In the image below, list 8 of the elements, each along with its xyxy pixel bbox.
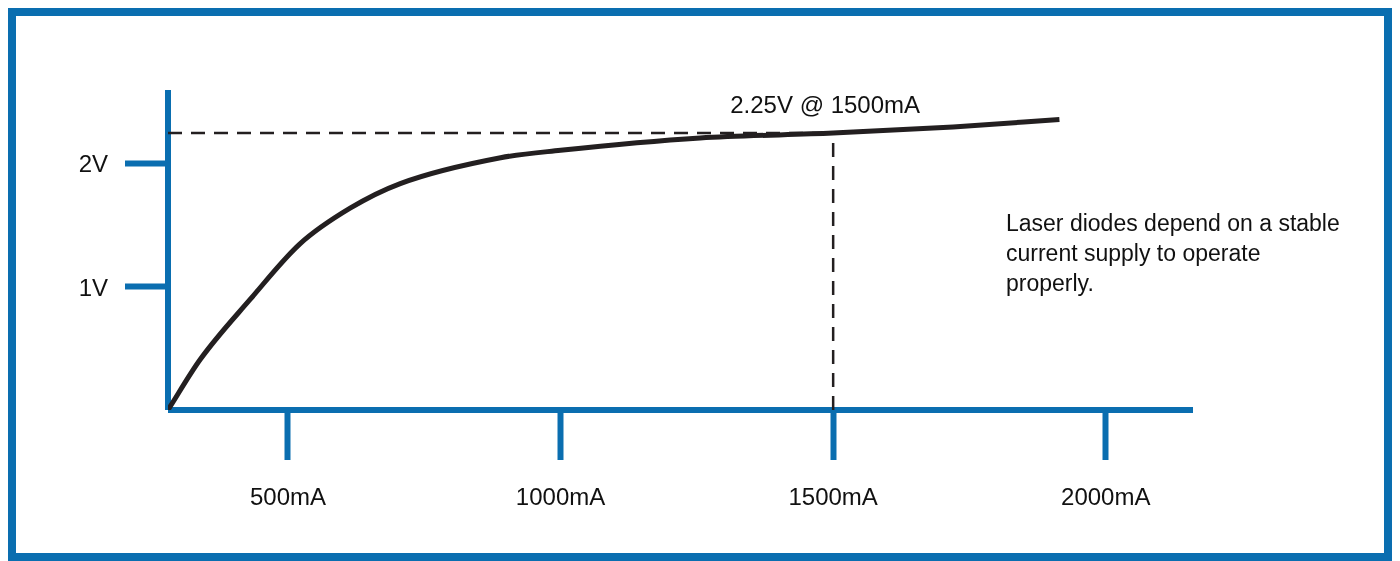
x-tick-label: 1000mA <box>515 483 606 511</box>
annotation: Laser diodes depend on a stable current supply to operate properly. <box>1006 209 1341 298</box>
y-tick-label: 2V <box>78 150 108 178</box>
x-tick-label: 500mA <box>249 483 326 511</box>
annotation: 2.25V @ 1500mA <box>730 91 921 119</box>
x-tick-label: 1500mA <box>788 483 878 511</box>
y-tick-label: 1V <box>78 273 108 301</box>
x-tick-label: 2000mA <box>1061 483 1151 511</box>
